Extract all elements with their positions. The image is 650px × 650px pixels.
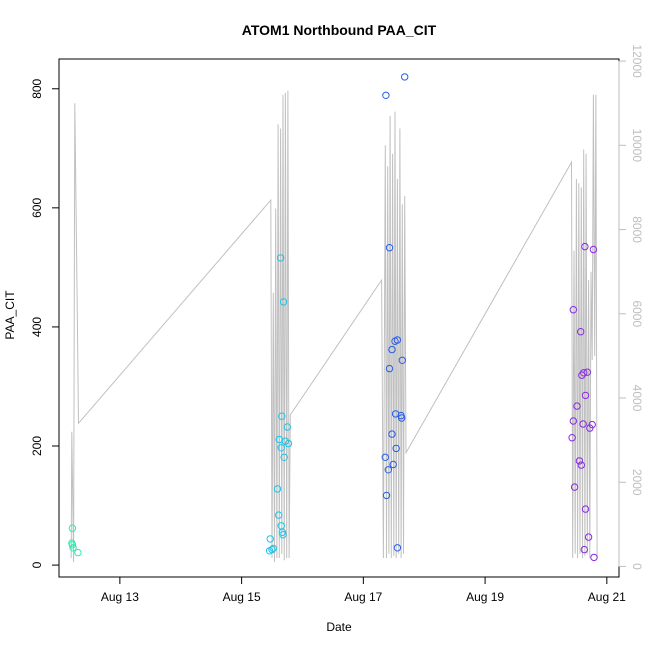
right-tick-label: 8000 — [630, 216, 644, 243]
data-point — [583, 368, 591, 376]
data-point — [568, 434, 576, 442]
data-point — [578, 371, 586, 379]
data-point — [388, 345, 396, 354]
chart-title: ATOM1 Northbound PAA_CIT — [242, 22, 437, 38]
data-point — [68, 524, 77, 532]
data-point — [385, 364, 394, 373]
y-axis-label: PAA_CIT — [3, 290, 17, 340]
x-tick-label: Aug 13 — [101, 590, 139, 604]
x-tick-label: Aug 17 — [344, 590, 382, 604]
data-point — [74, 548, 82, 557]
data-point — [581, 391, 590, 400]
data-point — [389, 460, 397, 469]
scatter-points — [68, 73, 598, 562]
data-point — [581, 242, 589, 251]
data-point — [401, 73, 409, 81]
data-point — [589, 245, 598, 254]
right-tick-label: 0 — [630, 563, 644, 570]
x-tick-label: Aug 21 — [588, 590, 626, 604]
data-point — [273, 485, 282, 493]
data-point — [570, 483, 579, 491]
data-point — [393, 336, 402, 344]
data-point — [276, 254, 285, 262]
data-point — [284, 439, 293, 448]
x-axis: Aug 13 Aug 15 Aug 17 Aug 19 Aug 21 — [101, 576, 626, 604]
y-axis: 0 200 400 600 800 — [30, 78, 59, 568]
y-tick-label: 400 — [30, 317, 44, 337]
data-point — [266, 535, 274, 543]
data-point — [575, 457, 584, 465]
data-point — [69, 544, 77, 552]
data-point — [580, 369, 588, 377]
data-point — [283, 423, 291, 431]
data-point — [584, 533, 593, 541]
data-point — [384, 466, 392, 474]
data-point — [573, 402, 581, 410]
data-point — [581, 505, 590, 513]
data-point — [569, 417, 577, 425]
right-tick-label: 4000 — [630, 385, 644, 412]
y-tick-label: 600 — [30, 198, 44, 218]
data-point — [577, 461, 585, 469]
data-point — [385, 244, 394, 252]
y-tick-label: 200 — [30, 436, 44, 456]
data-point — [398, 356, 406, 364]
data-point — [275, 511, 283, 519]
data-point — [280, 453, 288, 461]
x-tick-label: Aug 19 — [466, 590, 504, 604]
right-tick-label: 12000 — [630, 44, 644, 78]
data-point — [388, 430, 396, 438]
data-point — [579, 420, 587, 428]
right-tick-label: 6000 — [630, 300, 644, 327]
y-tick-label: 800 — [30, 78, 44, 98]
data-point — [569, 306, 577, 314]
right-tick-label: 2000 — [630, 469, 644, 496]
data-point — [393, 544, 402, 552]
data-point — [382, 91, 390, 100]
data-point — [279, 298, 288, 306]
data-point — [68, 541, 77, 549]
right-tick-label: 10000 — [630, 129, 644, 163]
x-tick-label: Aug 15 — [223, 590, 261, 604]
y-tick-label: 0 — [30, 561, 44, 568]
data-point — [590, 553, 598, 562]
data-point — [577, 328, 585, 336]
data-point — [382, 491, 391, 500]
data-point — [268, 545, 276, 554]
data-point — [279, 531, 287, 539]
data-point — [580, 545, 588, 554]
data-point — [278, 412, 286, 420]
data-point — [588, 420, 596, 429]
data-point — [269, 544, 277, 553]
data-point — [392, 444, 400, 453]
right-y-axis: 0 2000 4000 6000 8000 10000 12000 — [618, 44, 644, 570]
data-point — [277, 444, 285, 452]
x-axis-label: Date — [326, 620, 352, 634]
data-point — [381, 453, 389, 461]
data-point — [398, 414, 406, 422]
